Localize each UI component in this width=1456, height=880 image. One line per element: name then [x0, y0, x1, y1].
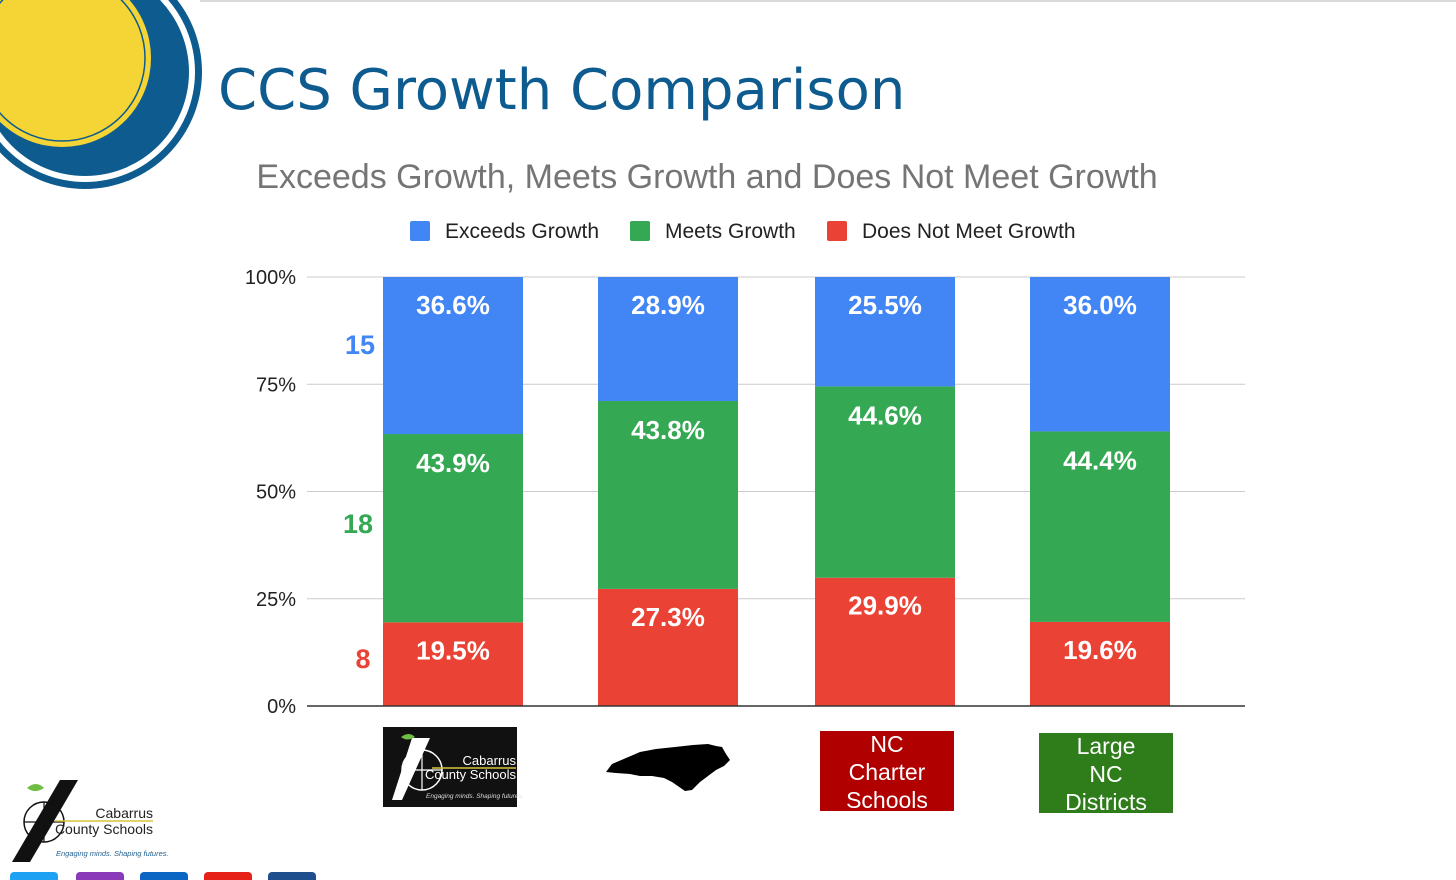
y-tick-label-100: 100% — [245, 267, 296, 289]
ccs-badge-name-2: County Schools — [425, 767, 517, 782]
data-label-exceeds-2: 28.9% — [631, 290, 705, 320]
large-districts-line-3: Districts — [1065, 789, 1147, 815]
yellow-sun — [0, 0, 151, 147]
category-badge-large-nc-districts: Large NC Districts — [1039, 733, 1173, 815]
y-tick-label-50: 50% — [256, 482, 296, 504]
data-labels: 19.5% 43.9% 36.6% 27.3% 43.8% 28.9% 29.9% 44.6%… — [416, 290, 1137, 665]
legend-swatch-meets — [630, 221, 650, 241]
bar-meets-1 — [383, 434, 523, 623]
bar-exceeds-1 — [383, 277, 523, 435]
nc-charter-line-3: Schools — [846, 787, 928, 813]
y-tick-label-0: 0% — [267, 696, 296, 718]
legend-swatch-exceeds — [410, 221, 430, 241]
data-label-meets-2: 43.8% — [631, 415, 705, 445]
bar-meets-3 — [815, 386, 955, 578]
data-label-meets-1: 43.9% — [416, 448, 490, 478]
slide-title: CCS Growth Comparison — [218, 58, 906, 123]
data-label-exceeds-3: 25.5% — [848, 290, 922, 320]
bar-not_meet-1 — [383, 622, 523, 706]
chart-legend: Exceeds Growth Meets Growth Does Not Mee… — [410, 220, 1076, 243]
data-label-meets-3: 44.6% — [848, 400, 922, 430]
bar-exceeds-4 — [1030, 277, 1170, 432]
logo-leaf-icon — [27, 784, 44, 791]
bar-not_meet-4 — [1030, 621, 1170, 706]
data-label-not_meet-4: 19.6% — [1063, 635, 1137, 665]
logo-slash-mark — [12, 780, 78, 862]
legend-swatch-not-meet — [827, 221, 847, 241]
facebook-icon[interactable] — [268, 872, 316, 880]
logo-name-line-1: Cabarrus — [95, 805, 153, 821]
legend-label-exceeds: Exceeds Growth — [445, 220, 599, 243]
data-label-meets-4: 44.4% — [1063, 445, 1137, 475]
legend-label-not-meet: Does Not Meet Growth — [862, 220, 1076, 243]
bar-not_meet-2 — [598, 588, 738, 706]
category-badge-ccs-logo: Cabarrus County Schools Engaging minds. … — [383, 727, 524, 807]
instagram-icon[interactable] — [76, 872, 124, 880]
chart-title: Exceeds Growth, Meets Growth and Does No… — [256, 158, 1157, 196]
bar-not_meet-3 — [815, 577, 955, 706]
data-label-not_meet-1: 19.5% — [416, 635, 490, 665]
count-meets: 18 — [343, 509, 373, 539]
y-axis-ticks: 0% 25% 50% 75% 100% — [245, 267, 296, 718]
bar-meets-2 — [598, 400, 738, 589]
ccs-logo-mark — [392, 734, 443, 800]
count-not-meet: 8 — [355, 644, 370, 674]
bar-exceeds-3 — [815, 277, 955, 387]
legend-label-meets: Meets Growth — [665, 220, 796, 243]
youtube-icon[interactable] — [204, 872, 252, 880]
bar-exceeds-2 — [598, 277, 738, 401]
logo-tagline: Engaging minds. Shaping futures. — [56, 849, 169, 858]
twitter-icon[interactable] — [10, 872, 58, 880]
large-districts-line-2: NC — [1089, 761, 1122, 787]
yellow-sun-outline — [0, 0, 146, 142]
cabarrus-county-schools-logo: Cabarrus County Schools Engaging minds. … — [12, 780, 169, 862]
nc-charter-box — [820, 731, 954, 811]
nc-state-map-icon — [606, 744, 730, 791]
data-label-not_meet-2: 27.3% — [631, 602, 705, 632]
bar-meets-4 — [1030, 431, 1170, 622]
category-badge-nc-map — [606, 744, 730, 791]
data-label-exceeds-4: 36.0% — [1063, 290, 1137, 320]
side-counts: 15 18 8 — [343, 330, 375, 674]
category-badge-nc-charter: NC Charter Schools — [820, 731, 954, 813]
decorative-circle — [0, 0, 202, 189]
data-label-not_meet-3: 29.9% — [848, 591, 922, 621]
large-districts-line-1: Large — [1077, 733, 1136, 759]
logo-name-line-2: County Schools — [55, 821, 153, 837]
ccs-badge-name-1: Cabarrus — [463, 753, 517, 768]
top-rule — [200, 0, 1456, 2]
nc-charter-line-1: NC — [870, 731, 903, 757]
bars — [383, 277, 1170, 706]
data-label-exceeds-1: 36.6% — [416, 290, 490, 320]
count-exceeds: 15 — [345, 330, 375, 360]
y-tick-label-25: 25% — [256, 589, 296, 611]
large-districts-box — [1039, 733, 1173, 813]
y-tick-label-75: 75% — [256, 374, 296, 396]
ccs-badge-tagline: Engaging minds. Shaping futures. — [426, 793, 524, 800]
nc-charter-line-2: Charter — [849, 759, 926, 785]
linkedin-icon[interactable] — [140, 872, 188, 880]
